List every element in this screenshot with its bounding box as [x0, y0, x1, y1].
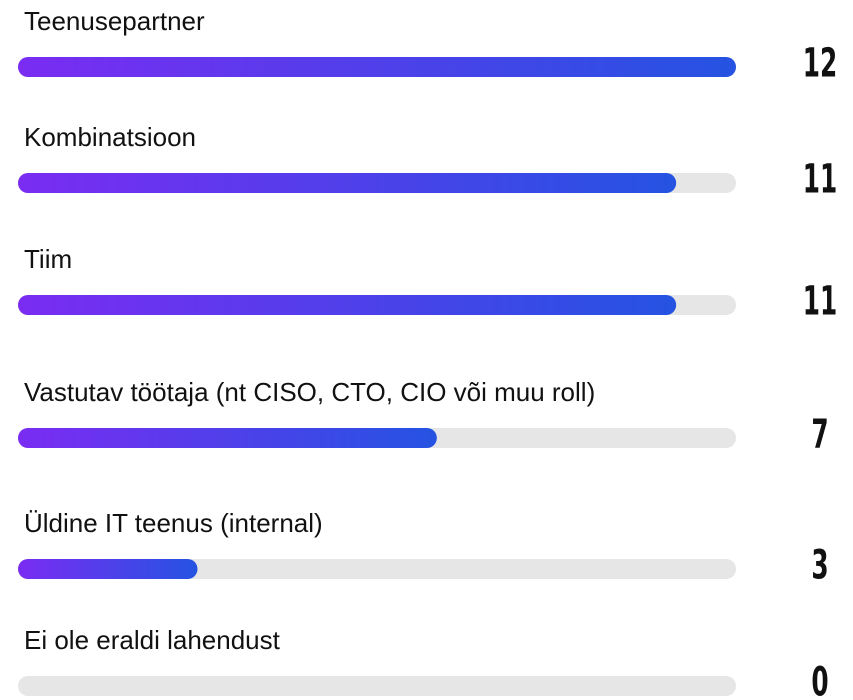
bar-track: [18, 559, 736, 579]
value-label: 7: [811, 410, 828, 457]
category-label: Tiim: [24, 244, 72, 274]
value-label: 0: [811, 658, 828, 700]
bar: [18, 559, 198, 579]
bar: [18, 173, 677, 193]
category-label: Üldine IT teenus (internal): [24, 508, 323, 538]
category-label: Teenusepartner: [24, 6, 205, 36]
bar: [18, 57, 736, 77]
category-label: Vastutav töötaja (nt CISO, CTO, CIO või …: [24, 377, 595, 407]
value-label: 11: [803, 277, 838, 324]
bar: [18, 428, 437, 448]
value-label: 11: [803, 155, 838, 202]
value-label: 3: [811, 541, 828, 588]
value-label: 12: [803, 39, 838, 86]
category-label: Kombinatsioon: [24, 122, 196, 152]
bar: [18, 295, 677, 315]
bar-track: [18, 676, 736, 696]
category-label: Ei ole eraldi lahendust: [24, 625, 281, 655]
